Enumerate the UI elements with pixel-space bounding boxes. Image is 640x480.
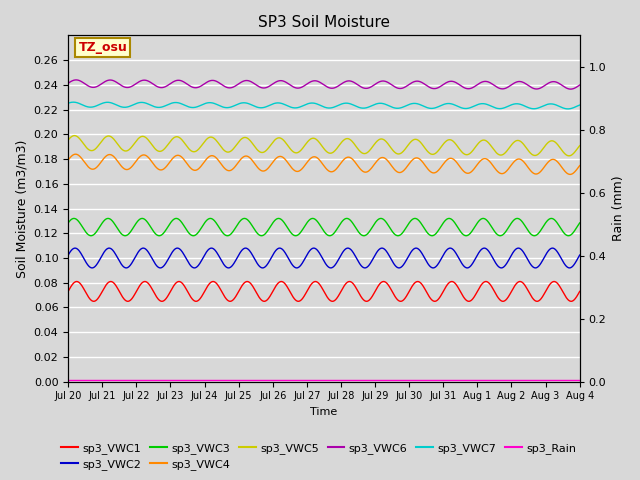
Title: SP3 Soil Moisture: SP3 Soil Moisture — [258, 15, 390, 30]
Legend: sp3_VWC1, sp3_VWC2, sp3_VWC3, sp3_VWC4, sp3_VWC5, sp3_VWC6, sp3_VWC7, sp3_Rain: sp3_VWC1, sp3_VWC2, sp3_VWC3, sp3_VWC4, … — [57, 438, 581, 474]
X-axis label: Time: Time — [310, 407, 337, 417]
Text: TZ_osu: TZ_osu — [78, 41, 127, 54]
Y-axis label: Rain (mm): Rain (mm) — [612, 176, 625, 241]
Y-axis label: Soil Moisture (m3/m3): Soil Moisture (m3/m3) — [15, 139, 28, 278]
